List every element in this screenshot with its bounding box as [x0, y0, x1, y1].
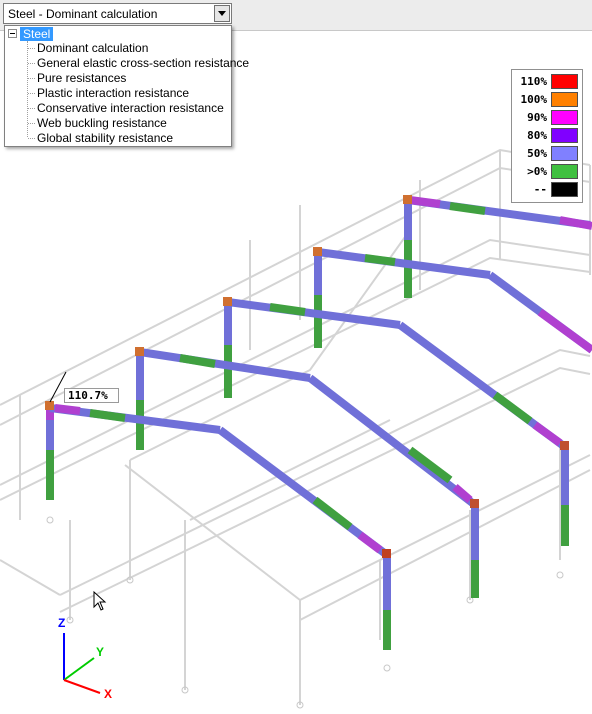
legend-label: 80%: [527, 129, 547, 142]
steel-result-members: [45, 195, 592, 650]
legend-swatch: [551, 92, 578, 107]
legend-swatch: [551, 146, 578, 161]
collapse-icon[interactable]: [8, 29, 17, 38]
legend-label: 110%: [520, 75, 548, 88]
legend-row: 80%: [514, 127, 580, 144]
tree-item-plastic-interaction[interactable]: Plastic interaction resistance: [28, 86, 189, 101]
legend-row: 50%: [514, 145, 580, 162]
axis-x-label: X: [104, 687, 112, 701]
tree-item-conservative-interaction[interactable]: Conservative interaction resistance: [28, 101, 224, 116]
axis-y-label: Y: [96, 645, 104, 659]
tree-item-general-elastic[interactable]: General elastic cross-section resistance: [28, 56, 249, 71]
legend-row: 90%: [514, 109, 580, 126]
max-value-text: 110.7%: [68, 389, 108, 402]
tree-item-global-stability[interactable]: Global stability resistance: [28, 131, 173, 146]
dropdown-toggle-button[interactable]: [214, 5, 230, 22]
color-legend: 110% 100% 90% 80% 50% >0% --: [511, 69, 583, 203]
legend-swatch: [551, 110, 578, 125]
legend-label: >0%: [527, 165, 547, 178]
calculation-selector[interactable]: Steel - Dominant calculation: [3, 3, 232, 24]
wireframe-structure: [0, 148, 591, 705]
tree-item-dominant-calculation[interactable]: Dominant calculation: [28, 41, 148, 56]
callout-leader: [49, 371, 67, 403]
tree-root-steel[interactable]: Steel: [20, 27, 54, 41]
legend-label: --: [533, 183, 547, 196]
legend-label: 50%: [527, 147, 547, 160]
model-viewport[interactable]: Z Y X 110.7% 110% 100% 90% 80% 50% >0%: [0, 31, 592, 714]
legend-row: 110%: [514, 73, 580, 90]
legend-swatch: [551, 182, 578, 197]
legend-row: 100%: [514, 91, 580, 108]
chevron-down-icon: [218, 11, 226, 16]
axis-z-label: Z: [58, 616, 65, 630]
support-symbols: [46, 516, 564, 709]
tree-item-web-buckling[interactable]: Web buckling resistance: [28, 116, 167, 131]
legend-label: 90%: [527, 111, 547, 124]
mouse-cursor-icon: [93, 590, 107, 611]
legend-swatch: [551, 164, 578, 179]
legend-label: 100%: [520, 93, 548, 106]
legend-swatch: [551, 74, 578, 89]
calculation-tree-dropdown: Steel Dominant calculation General elast…: [4, 25, 249, 147]
calculation-selector-value: Steel - Dominant calculation: [8, 7, 158, 21]
legend-row: --: [514, 181, 580, 198]
tree-item-pure-resistances[interactable]: Pure resistances: [28, 71, 126, 86]
tree-connector: [27, 41, 28, 137]
axis-triad: [63, 633, 101, 694]
max-value-label: 110.7%: [64, 388, 119, 403]
legend-swatch: [551, 128, 578, 143]
legend-row: >0%: [514, 163, 580, 180]
